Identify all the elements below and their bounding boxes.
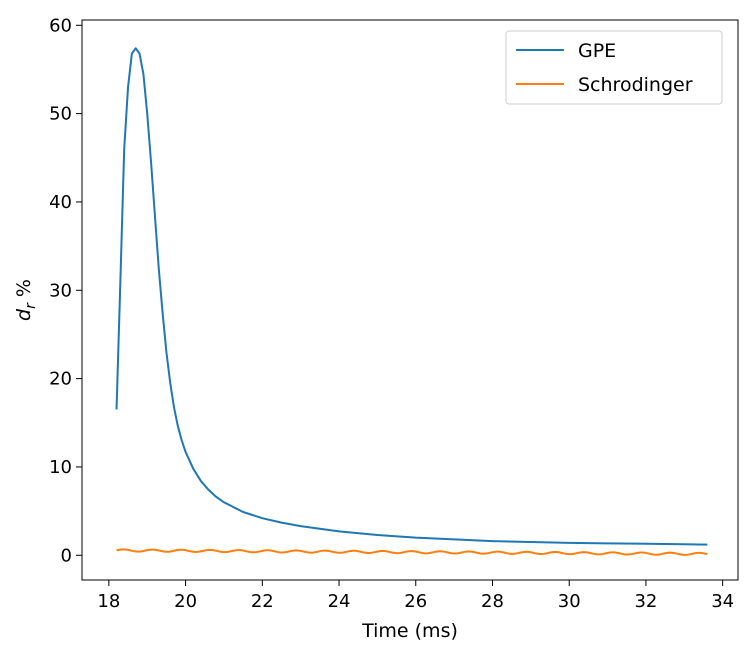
y-tick-label: 50 — [49, 104, 72, 125]
x-axis-ticks: 18 20 22 24 26 28 30 32 34 — [97, 580, 734, 612]
x-tick-label: 26 — [404, 591, 427, 612]
y-axis-label-unit: % — [13, 279, 35, 297]
y-tick-label: 40 — [49, 192, 72, 213]
plot-frame — [81, 19, 739, 581]
y-axis-label-main: d — [13, 308, 35, 321]
y-axis-ticks: 0 10 20 30 40 50 60 — [49, 15, 82, 566]
series-layer — [115, 47, 708, 556]
series-line-gpe — [115, 47, 708, 546]
x-tick-label: 34 — [711, 591, 734, 612]
y-axis-label: dr% — [13, 279, 39, 321]
series-line-schrodinger — [116, 548, 708, 556]
x-tick-label: 22 — [251, 591, 274, 612]
y-axis-label-subscript: r — [23, 302, 39, 309]
y-tick-label: 60 — [49, 15, 72, 36]
x-axis-label: Time (ms) — [361, 620, 458, 642]
y-tick-label: 20 — [49, 369, 72, 390]
x-tick-label: 28 — [481, 591, 504, 612]
x-tick-label: 32 — [634, 591, 657, 612]
y-tick-label: 0 — [61, 545, 72, 566]
x-tick-label: 24 — [328, 591, 351, 612]
legend-label: GPE — [578, 40, 616, 62]
x-tick-label: 20 — [174, 591, 197, 612]
y-tick-label: 10 — [49, 457, 72, 478]
x-tick-label: 30 — [558, 591, 581, 612]
y-tick-label: 30 — [49, 280, 72, 301]
x-tick-label: 18 — [97, 591, 120, 612]
legend-label: Schrodinger — [578, 74, 693, 96]
legend: GPE Schrodinger — [505, 30, 723, 105]
